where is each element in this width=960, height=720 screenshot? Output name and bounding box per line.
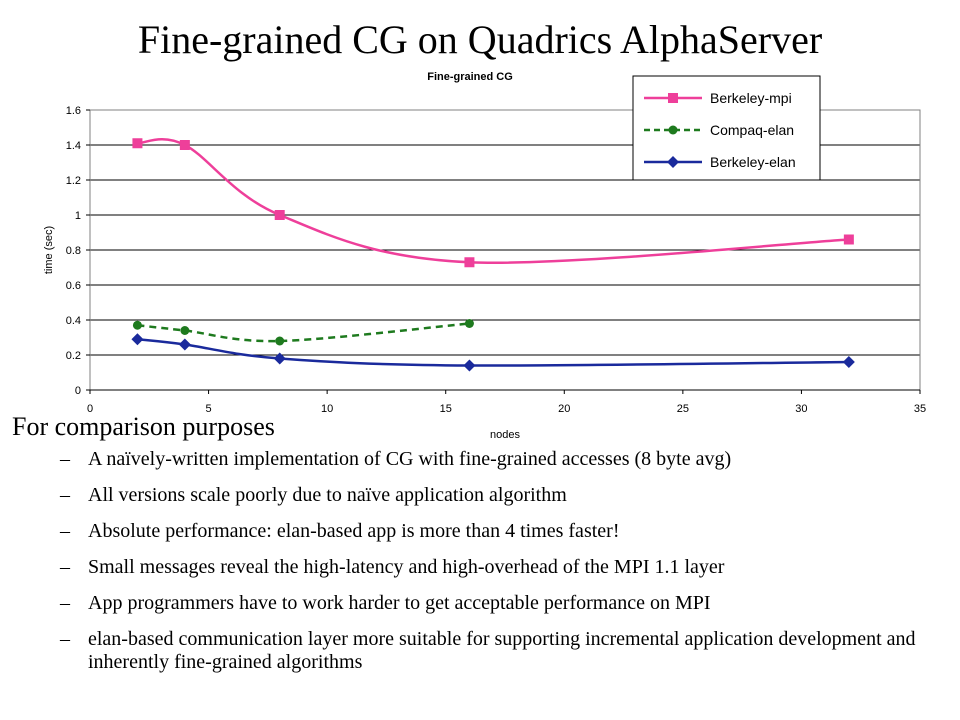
line-chart: Fine-grained CG 0 0.2 0.4 0.6 0.8 1 1.2 1.4 1.6 0 5… [43,71,926,441]
data-point [180,326,190,335]
bullet-text: A naïvely-written implementation of CG w… [88,448,732,470]
bullet-item: – Small messages reveal the high-latency … [12,556,952,579]
bullet-dash: – [60,628,70,650]
y-axis-label: time (sec) [43,226,55,274]
legend-marker [668,125,678,135]
data-point [275,336,285,346]
data-point [464,319,474,328]
legend-marker [668,93,678,103]
series-line [137,338,849,367]
x-tick-label: 10 [321,403,333,415]
chart-title: Fine-grained CG [427,71,513,83]
bullet-text: App programmers have to work harder to g… [88,592,711,614]
data-point [842,356,855,368]
bullet-dash: – [60,484,70,506]
y-tick-label: 1.4 [66,140,81,152]
x-axis-label: nodes [490,429,520,441]
data-point [179,140,190,150]
y-tick-label: 0.6 [66,280,81,292]
data-point [843,234,854,245]
bullet-item: – Absolute performance: elan-based app is… [12,520,952,543]
x-tick-label: 15 [440,403,452,415]
data-point [178,338,191,351]
data-point [131,333,144,346]
y-tick-label: 0.8 [66,245,81,257]
intro-text: For comparison purposes [12,412,275,441]
series-line [137,322,470,343]
legend-marker [667,156,679,168]
bullet-text: elan-based communication layer more suit… [88,628,916,673]
y-tick-label: 1 [75,210,81,222]
y-tick-label: 0.2 [66,350,81,362]
x-tick-label: 0 [87,403,93,415]
bullet-list: For comparison purposes – A naïvely-writt… [12,412,952,687]
slide-title: Fine-grained CG on Quadrics AlphaServer [137,17,823,62]
y-tick-label: 1.2 [66,175,81,187]
legend: Berkeley-mpi Compaq-elan Berkeley-elan [632,75,821,181]
bullet-text: All versions scale poorly due to naïve a… [88,484,567,506]
bullet-dash: – [60,520,70,542]
bullet-dash: – [60,448,70,470]
bullet-text: Absolute performance: elan-based app is … [88,520,620,542]
bullet-dash: – [60,556,70,578]
data-point [273,352,286,365]
data-point [463,359,476,372]
x-tick-label: 20 [558,403,570,415]
x-tick-label: 25 [677,403,689,415]
bullet-text: Small messages reveal the high-latency a… [88,556,725,578]
data-point [464,257,475,268]
legend-label: Berkeley-mpi [710,90,792,106]
legend-label: Berkeley-elan [710,154,796,170]
x-tick-label: 5 [206,403,212,415]
bullet-item: – elan-based communication layer more sui… [12,628,952,674]
bullet-item: – All versions scale poorly due to naïve … [12,484,952,507]
bullet-dash: – [60,592,70,614]
data-point [132,138,143,149]
bullet-item: – App programmers have to work harder to … [12,592,952,615]
series-berkeley-mpi [132,138,854,268]
x-tick-label: 30 [795,403,807,415]
series-berkeley-elan [131,333,855,372]
legend-label: Compaq-elan [710,122,794,138]
data-point [274,210,285,220]
sub-bullet-list: – A naïvely-written implementation of CG … [12,448,952,674]
data-point [132,320,142,330]
y-tick-label: 1.6 [66,105,81,117]
series-compaq-elan [132,319,474,346]
x-tick-label: 35 [914,403,926,415]
y-tick-label: 0.4 [66,315,81,327]
y-tick-label: 0 [75,385,81,397]
bullet-item: – A naïvely-written implementation of CG … [12,448,952,471]
